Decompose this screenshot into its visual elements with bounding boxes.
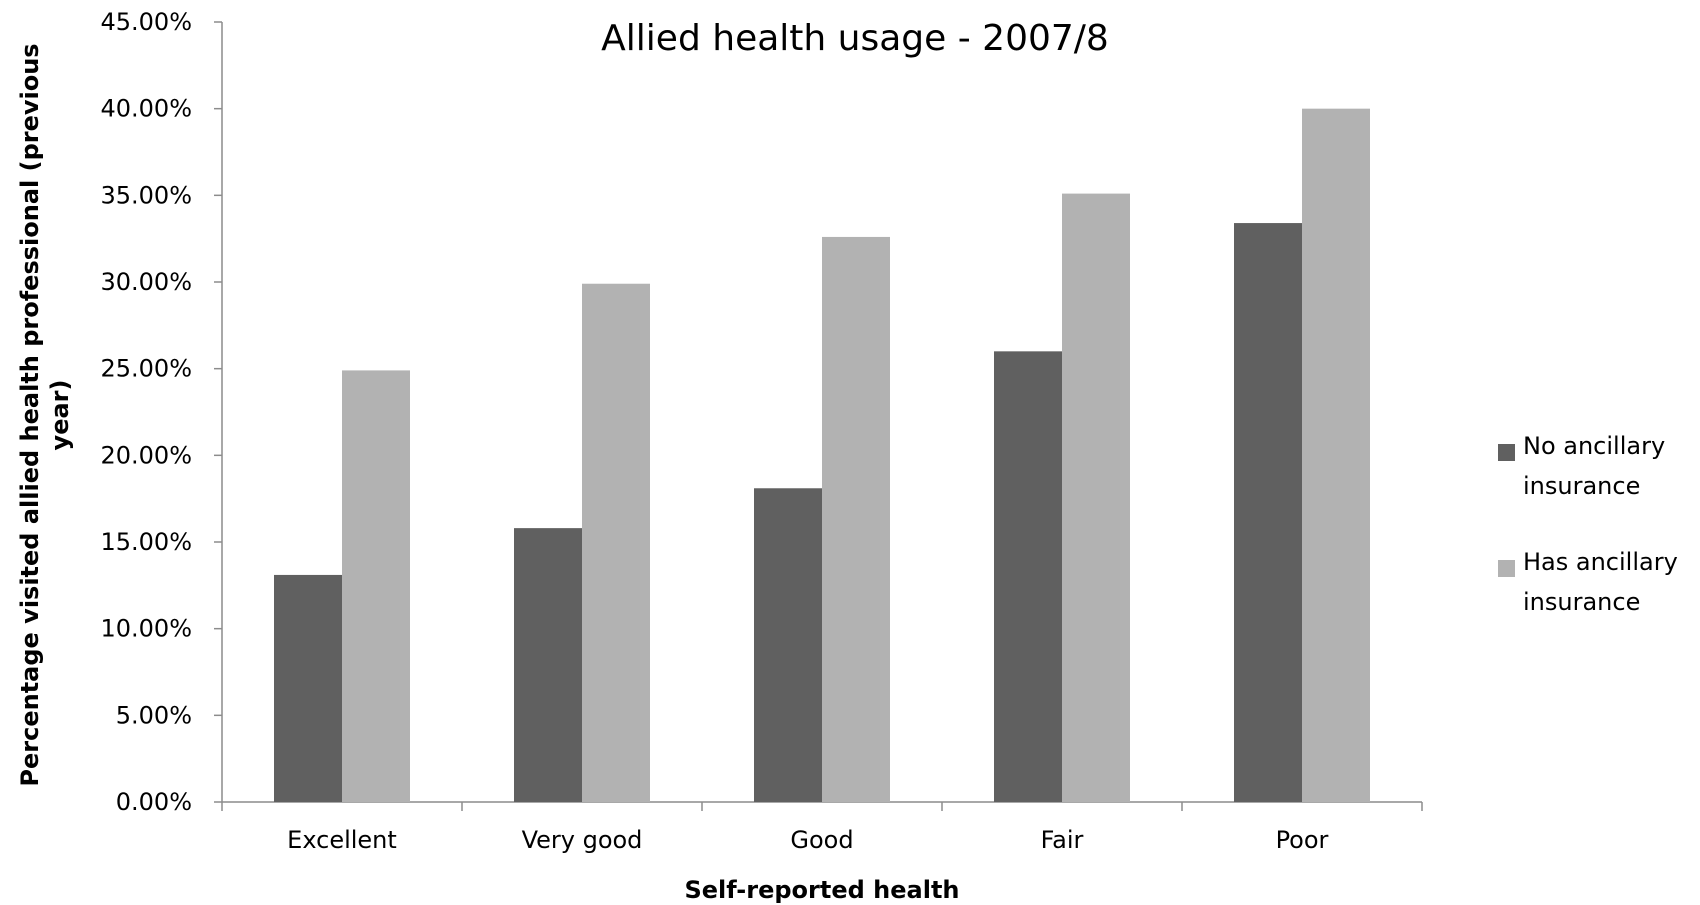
bar: [822, 236, 890, 802]
x-tick-label: Very good: [522, 826, 643, 854]
bar: [754, 488, 822, 802]
legend-label: insurance: [1523, 588, 1640, 616]
legend-label: No ancillary: [1523, 432, 1665, 460]
y-tick-label: 0.00%: [116, 788, 192, 816]
bars: [274, 108, 1370, 803]
y-axis-title: Percentage visited allied health profess…: [16, 43, 74, 786]
bar: [994, 351, 1062, 802]
bar: [1234, 223, 1302, 803]
x-axis: Excellent Very good Good Fair Poor: [221, 801, 1423, 854]
x-tick-label: Fair: [1041, 826, 1084, 854]
y-tick-label: 20.00%: [100, 441, 192, 469]
bar: [514, 528, 582, 802]
x-axis-title: Self-reported health: [684, 876, 959, 904]
bar: [1302, 108, 1370, 802]
y-axis: 0.00% 5.00% 10.00% 15.00% 20.00% 25.00% 30.00%…: [100, 8, 223, 816]
x-tick-label: Good: [790, 826, 853, 854]
legend-swatch: [1498, 560, 1515, 577]
chart-title: Allied health usage - 2007/8: [601, 18, 1109, 59]
y-tick-label: 30.00%: [100, 268, 192, 296]
bar: [1062, 193, 1130, 803]
y-axis-title-line-2: year): [46, 380, 74, 451]
legend-swatch: [1498, 444, 1515, 461]
bar: [582, 283, 650, 802]
x-tick-label: Excellent: [287, 826, 397, 854]
legend-label: insurance: [1523, 472, 1640, 500]
y-axis-title-line-1: Percentage visited allied health profess…: [16, 43, 44, 786]
bar: [342, 370, 410, 802]
x-tick-label: Poor: [1276, 826, 1329, 854]
y-tick-label: 15.00%: [100, 528, 192, 556]
legend: No ancillary insurance Has ancillary insura…: [1498, 432, 1678, 616]
y-tick-label: 40.00%: [100, 95, 192, 123]
bar: [274, 574, 342, 802]
legend-label: Has ancillary: [1523, 548, 1678, 576]
y-tick-label: 35.00%: [100, 181, 192, 209]
y-tick-label: 5.00%: [116, 701, 192, 729]
y-tick-label: 10.00%: [100, 615, 192, 643]
y-tick-label: 45.00%: [100, 8, 192, 36]
y-tick-label: 25.00%: [100, 355, 192, 383]
